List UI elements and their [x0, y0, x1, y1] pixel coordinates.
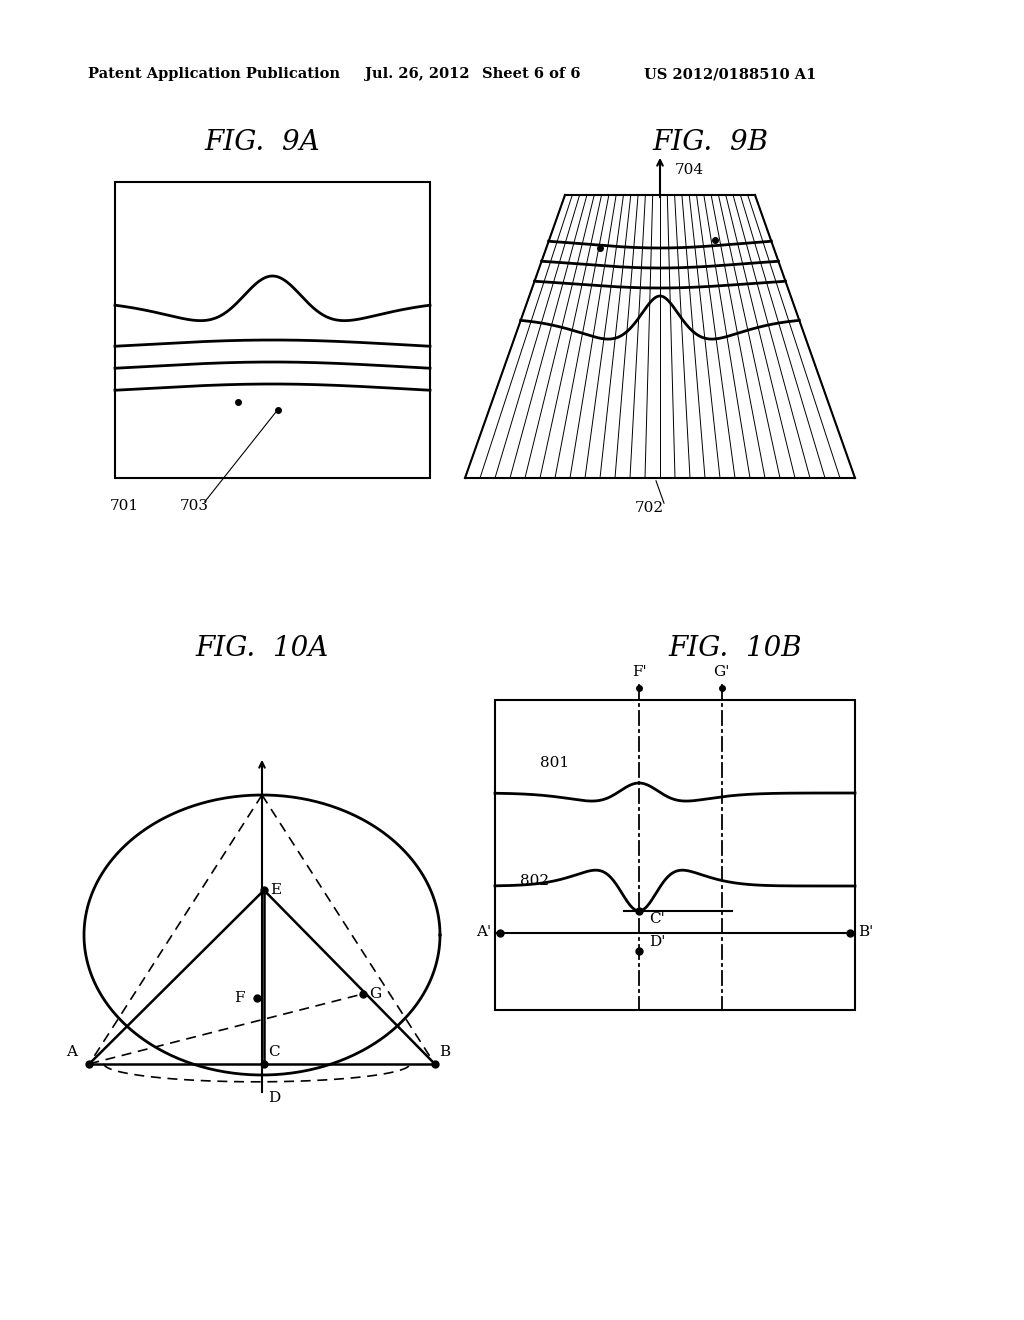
Text: Sheet 6 of 6: Sheet 6 of 6	[482, 67, 581, 81]
Text: 802: 802	[520, 874, 549, 888]
Text: US 2012/0188510 A1: US 2012/0188510 A1	[644, 67, 816, 81]
Text: FIG.  10A: FIG. 10A	[196, 635, 329, 661]
Text: D': D'	[649, 936, 666, 949]
Text: Jul. 26, 2012: Jul. 26, 2012	[365, 67, 470, 81]
Text: 704: 704	[675, 162, 705, 177]
Text: F: F	[233, 991, 245, 1005]
Text: G: G	[370, 987, 382, 1001]
Text: FIG.  9A: FIG. 9A	[204, 129, 319, 157]
Bar	[495, 700, 855, 1010]
Text: A': A'	[476, 925, 492, 940]
Text: FIG.  10B: FIG. 10B	[669, 635, 802, 661]
Text: 701: 701	[110, 499, 139, 513]
Text: 702: 702	[635, 502, 665, 515]
Text: B': B'	[858, 925, 873, 940]
Text: F': F'	[632, 665, 646, 678]
Text: C: C	[268, 1045, 280, 1059]
Text: 703: 703	[180, 499, 209, 513]
Text: FIG.  9B: FIG. 9B	[652, 129, 768, 157]
Text: 801: 801	[540, 756, 569, 770]
Bar	[115, 182, 430, 478]
Text: E: E	[270, 883, 282, 898]
Text: C': C'	[649, 912, 665, 925]
Text: A: A	[66, 1045, 77, 1059]
Text: D: D	[268, 1092, 281, 1105]
Text: B: B	[439, 1045, 451, 1059]
Text: G': G'	[714, 665, 730, 678]
Text: Patent Application Publication: Patent Application Publication	[88, 67, 340, 81]
